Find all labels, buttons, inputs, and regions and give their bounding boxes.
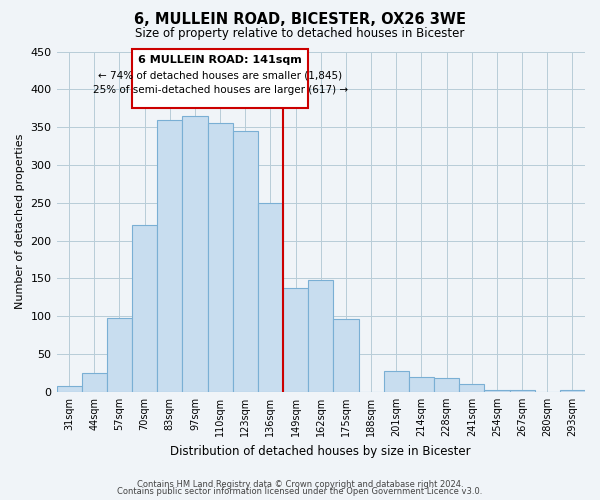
Bar xyxy=(409,377,434,392)
Bar xyxy=(434,378,459,392)
Bar xyxy=(560,390,585,392)
Bar xyxy=(182,116,208,392)
Bar xyxy=(258,203,283,392)
Bar xyxy=(233,131,258,392)
Bar xyxy=(334,318,359,392)
Bar xyxy=(157,120,182,392)
FancyBboxPatch shape xyxy=(132,49,308,108)
Bar xyxy=(56,386,82,392)
Text: Size of property relative to detached houses in Bicester: Size of property relative to detached ho… xyxy=(136,28,464,40)
Text: ← 74% of detached houses are smaller (1,845): ← 74% of detached houses are smaller (1,… xyxy=(98,70,342,81)
Bar xyxy=(383,370,409,392)
Text: Contains HM Land Registry data © Crown copyright and database right 2024.: Contains HM Land Registry data © Crown c… xyxy=(137,480,463,489)
Text: 6, MULLEIN ROAD, BICESTER, OX26 3WE: 6, MULLEIN ROAD, BICESTER, OX26 3WE xyxy=(134,12,466,28)
Text: 25% of semi-detached houses are larger (617) →: 25% of semi-detached houses are larger (… xyxy=(92,85,347,95)
Bar xyxy=(509,390,535,392)
Bar xyxy=(484,390,509,392)
Bar xyxy=(283,288,308,392)
Bar xyxy=(107,318,132,392)
Bar xyxy=(308,280,334,392)
Text: 6 MULLEIN ROAD: 141sqm: 6 MULLEIN ROAD: 141sqm xyxy=(138,56,302,66)
Bar xyxy=(459,384,484,392)
Bar xyxy=(82,373,107,392)
Y-axis label: Number of detached properties: Number of detached properties xyxy=(15,134,25,310)
Bar xyxy=(208,124,233,392)
X-axis label: Distribution of detached houses by size in Bicester: Distribution of detached houses by size … xyxy=(170,444,471,458)
Bar xyxy=(132,226,157,392)
Text: Contains public sector information licensed under the Open Government Licence v3: Contains public sector information licen… xyxy=(118,488,482,496)
